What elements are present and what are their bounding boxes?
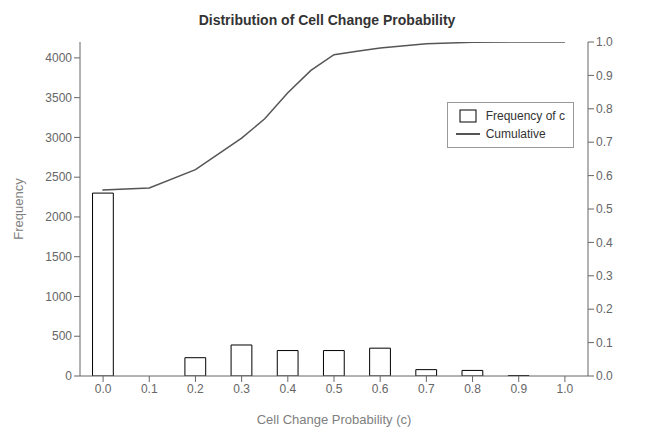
html-text:Frequency of c: Frequency of c <box>485 109 565 123</box>
svg-text:0.0: 0.0 <box>95 382 112 396</box>
svg-text:0.9: 0.9 <box>510 382 527 396</box>
svg-text:0.6: 0.6 <box>372 382 389 396</box>
svg-text:0.1: 0.1 <box>141 382 158 396</box>
html-text:Cumulative: Cumulative <box>485 127 546 141</box>
svg-text:4000: 4000 <box>45 51 72 65</box>
svg-text:0.3: 0.3 <box>233 382 250 396</box>
svg-text:0.0: 0.0 <box>596 369 613 383</box>
svg-text:0.7: 0.7 <box>596 135 613 149</box>
svg-text:0.1: 0.1 <box>596 336 613 350</box>
svg-text:0.8: 0.8 <box>596 102 613 116</box>
svg-text:0.6: 0.6 <box>596 169 613 183</box>
svg-text:3000: 3000 <box>45 131 72 145</box>
html-text:Distribution of Cell Change Pr: Distribution of Cell Change Probability <box>198 12 456 28</box>
svg-text:0.4: 0.4 <box>596 236 613 250</box>
svg-text:1.0: 1.0 <box>596 35 613 49</box>
svg-text:0.5: 0.5 <box>596 202 613 216</box>
svg-text:0.4: 0.4 <box>279 382 296 396</box>
svg-text:500: 500 <box>52 329 72 343</box>
svg-text:0.7: 0.7 <box>418 382 435 396</box>
svg-text:0.3: 0.3 <box>596 269 613 283</box>
svg-text:3500: 3500 <box>45 91 72 105</box>
svg-text:1000: 1000 <box>45 290 72 304</box>
svg-text:2500: 2500 <box>45 170 72 184</box>
svg-text:0.8: 0.8 <box>464 382 481 396</box>
svg-text:1500: 1500 <box>45 250 72 264</box>
svg-text:0.9: 0.9 <box>596 69 613 83</box>
svg-text:1.0: 1.0 <box>557 382 574 396</box>
svg-text:0.2: 0.2 <box>187 382 204 396</box>
svg-text:2000: 2000 <box>45 210 72 224</box>
svg-text:Frequency: Frequency <box>11 178 26 240</box>
svg-text:Cell Change Probability (c): Cell Change Probability (c) <box>257 412 412 427</box>
svg-text:0.5: 0.5 <box>326 382 343 396</box>
svg-text:0: 0 <box>65 369 72 383</box>
svg-text:0.2: 0.2 <box>596 302 613 316</box>
